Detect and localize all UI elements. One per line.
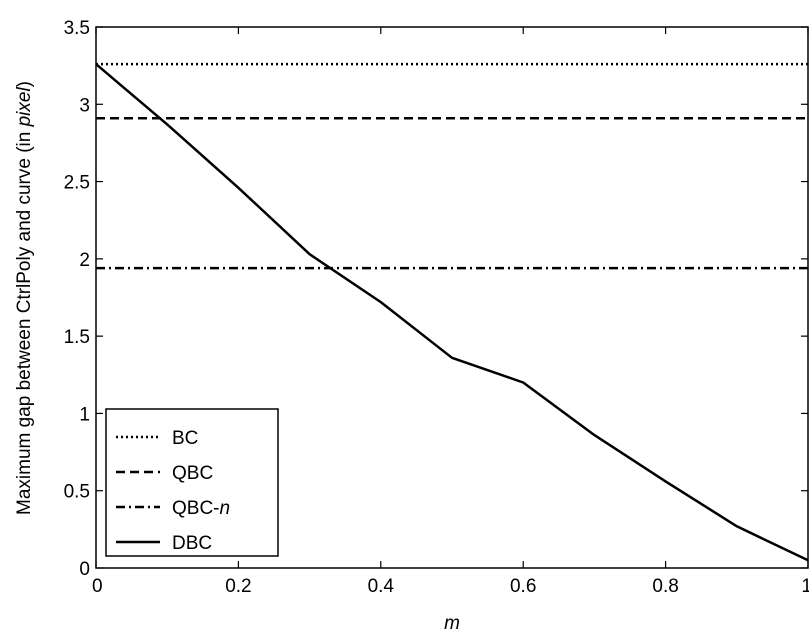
legend-label-bc: BC <box>172 428 198 449</box>
x-tick-label: 0.2 <box>225 576 251 597</box>
y-axis-label-unit: pixel <box>14 87 35 128</box>
legend-label-qbc: QBC <box>172 463 213 484</box>
y-tick-label: 1.5 <box>64 327 90 348</box>
y-tick-label: 0.5 <box>64 482 90 503</box>
y-axis-label: Maximum gap between CtrlPoly and curve (… <box>14 81 35 515</box>
y-tick-label: 2 <box>79 250 90 271</box>
x-axis-label: m <box>444 613 460 634</box>
y-tick-label: 2.5 <box>64 173 90 194</box>
series-dbc-line <box>95 63 809 562</box>
y-tick-label: 3 <box>79 95 90 116</box>
x-tick-label: 1 <box>801 576 809 597</box>
axis-ticks <box>95 26 809 569</box>
legend-label-qbc-n: QBC-n <box>172 498 230 519</box>
x-tick-label: 0 <box>92 576 103 597</box>
y-tick-label: 3.5 <box>64 18 90 39</box>
legend-box <box>105 408 279 557</box>
series-layer <box>95 62 809 562</box>
legend: BC QBC QBC-n DBC <box>105 408 279 557</box>
x-tick-label: 0.8 <box>652 576 678 597</box>
tick-labels: 0 0.2 0.4 0.6 0.8 1 0 0.5 1 1.5 2 2.5 3 3.5 <box>64 18 809 597</box>
y-tick-label: 1 <box>79 404 90 425</box>
x-tick-label: 0.6 <box>510 576 536 597</box>
x-tick-label: 0.4 <box>368 576 395 597</box>
y-axis-label-close: ) <box>14 81 35 87</box>
y-axis-label-main: Maximum gap between CtrlPoly and curve (… <box>14 126 35 515</box>
y-tick-label: 0 <box>79 559 90 580</box>
legend-label-dbc: DBC <box>172 533 212 554</box>
